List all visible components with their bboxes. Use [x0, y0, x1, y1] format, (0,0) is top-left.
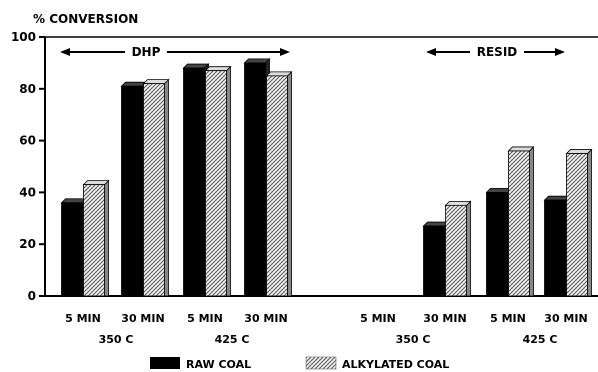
bar-face [61, 202, 83, 297]
bar-face [508, 150, 530, 297]
bar-top [444, 200, 472, 206]
bar-face [83, 184, 105, 297]
section-dhp: DHP [60, 45, 290, 59]
bar-face [244, 62, 266, 297]
legend: RAW COAL ALKYLATED COAL [150, 356, 449, 371]
bar-top [142, 79, 170, 85]
bar-face [121, 85, 143, 297]
bar-face [183, 67, 205, 297]
group-labels: 350 C 425 C 350 C 425 C [99, 333, 558, 346]
bar-top [204, 66, 232, 72]
dhp-arrow-right-head [280, 48, 290, 56]
bar-face [486, 191, 508, 297]
bar-raw-coal [182, 63, 210, 297]
bar-face [566, 153, 588, 297]
legend-swatch-alkylated-coal [305, 356, 337, 370]
bar-top [422, 221, 450, 227]
bar-raw-coal [60, 197, 88, 297]
category-label: 5 MIN [490, 312, 526, 325]
bar-top [565, 149, 593, 154]
category-label: 5 MIN [187, 312, 223, 325]
bar-alkylated-coal [265, 70, 293, 297]
category-label: 5 MIN [360, 312, 396, 325]
bar-marks [60, 57, 593, 297]
bar-top [182, 63, 210, 69]
bar-top [543, 195, 571, 201]
bar-top [485, 187, 513, 193]
bar-face [423, 225, 445, 297]
category-labels: 5 MIN 30 MIN 5 MIN 30 MIN 5 MIN 30 MIN 5 MIN 30… [65, 312, 588, 325]
y-ticks: 0 20 40 60 80 100 [11, 30, 45, 303]
bar-side [466, 200, 471, 297]
y-tick-label: 40 [19, 185, 36, 199]
bar-top [120, 81, 148, 87]
resid-arrow-right-head [555, 48, 565, 56]
bar-raw-coal [422, 221, 450, 297]
category-label: 5 MIN [65, 312, 101, 325]
bar-face [205, 70, 227, 297]
legend-swatch-raw-coal [150, 357, 180, 369]
group-label-350c-dhp: 350 C [99, 333, 134, 346]
bar-side [226, 65, 231, 297]
bar-top [82, 180, 110, 186]
bar-alkylated-coal [565, 148, 593, 297]
bar-alkylated-coal [507, 145, 535, 297]
y-tick-label: 60 [19, 134, 36, 148]
resid-arrow-left-head [426, 48, 436, 56]
bar-face [544, 199, 566, 297]
group-label-425c-dhp: 425 C [215, 333, 250, 346]
bar-top [60, 198, 88, 204]
y-tick-label: 80 [19, 82, 36, 96]
y-axis-title: % CONVERSION [33, 12, 138, 26]
bar-alkylated-coal [444, 200, 472, 297]
legend-label-raw-coal: RAW COAL [186, 358, 251, 371]
bar-alkylated-coal [142, 78, 170, 297]
bar-top [265, 71, 293, 77]
bar-side [587, 148, 592, 297]
group-label-425c-resid: 425 C [523, 333, 558, 346]
category-label: 30 MIN [121, 312, 164, 325]
y-tick-label: 0 [28, 289, 36, 303]
bar-face [143, 83, 165, 297]
bar-top [507, 146, 535, 152]
bar-face [445, 204, 467, 297]
category-label: 30 MIN [423, 312, 466, 325]
bar-raw-coal [120, 81, 148, 297]
section-resid: RESID [426, 45, 565, 59]
category-label: 30 MIN [244, 312, 287, 325]
bar-raw-coal [485, 187, 513, 297]
resid-label: RESID [477, 45, 518, 59]
bar-face [266, 75, 288, 297]
y-tick-label: 20 [19, 237, 36, 251]
bar-raw-coal [243, 57, 271, 297]
bar-top [243, 58, 271, 64]
bar-side [287, 70, 292, 297]
dhp-label: DHP [132, 45, 161, 59]
category-label: 30 MIN [544, 312, 587, 325]
bar-side [529, 145, 534, 297]
bar-side [164, 78, 169, 297]
legend-label-alkylated-coal: ALKYLATED COAL [342, 358, 449, 371]
group-label-350c-resid: 350 C [396, 333, 431, 346]
bar-alkylated-coal [82, 179, 110, 297]
bar-alkylated-coal [204, 65, 232, 297]
y-tick-label: 100 [11, 30, 36, 44]
dhp-arrow-left-head [60, 48, 70, 56]
bar-side [104, 179, 109, 297]
bar-raw-coal [543, 195, 571, 297]
